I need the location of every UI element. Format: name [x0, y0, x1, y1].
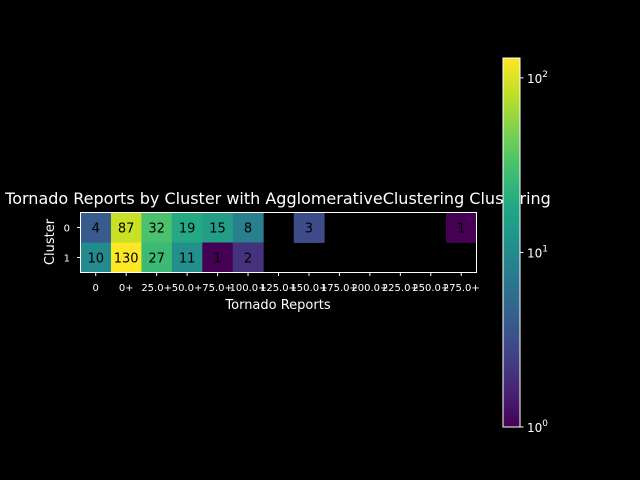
- cell-value-label: 3: [305, 222, 313, 237]
- x-tick-label: 175.0+: [321, 283, 358, 294]
- x-tick-label: 150.0+: [290, 283, 327, 294]
- x-axis-ticks: 0 0+ 25.0+ 50.0+ 75.0+100.0+125.0+150.0+175.…: [93, 272, 480, 294]
- x-tick-label: 225.0+: [382, 283, 419, 294]
- x-tick-label: 0+: [119, 283, 134, 294]
- heatmap-cells: [80, 212, 477, 273]
- cell-value-label: 11: [179, 252, 196, 267]
- cell-value-label: 4: [92, 222, 100, 237]
- heatmap-cell: [141, 242, 173, 273]
- x-tick-label: 100.0+: [230, 283, 267, 294]
- heatmap-cell: [110, 242, 142, 273]
- heatmap-cell: [293, 212, 325, 243]
- cell-value-label: 87: [118, 222, 135, 237]
- x-tick-label: 250.0+: [412, 283, 449, 294]
- cell-value-label: 1: [213, 252, 221, 267]
- cell-value-label: 1: [457, 222, 465, 237]
- x-axis-label: Tornado Reports: [224, 298, 330, 313]
- cell-value-label: 32: [148, 222, 165, 237]
- cell-value-label: 10: [87, 252, 104, 267]
- x-tick-label: 200.0+: [351, 283, 388, 294]
- x-tick-label: 0: [93, 283, 99, 294]
- cell-value-label: 8: [244, 222, 252, 237]
- colorbar: [502, 57, 521, 428]
- colorbar-ticks: 100 101 102: [520, 70, 548, 435]
- heatmap-cell: [171, 212, 203, 243]
- colorbar-tick-label: 101: [527, 244, 548, 260]
- cell-value-label: 27: [148, 252, 165, 267]
- x-tick-label: 25.0+: [141, 283, 172, 294]
- cell-value-label: 15: [209, 222, 226, 237]
- colorbar-tick-label: 100: [527, 419, 548, 435]
- heatmap-cell: [110, 212, 142, 243]
- chart-title: Tornado Reports by Cluster with Agglomer…: [4, 189, 551, 208]
- heatmap-cell: [446, 212, 477, 243]
- x-tick-label: 50.0+: [172, 283, 203, 294]
- x-tick-label: 275.0+: [443, 283, 480, 294]
- heatmap-cell: [232, 242, 264, 273]
- y-axis-label: Cluster: [43, 218, 58, 265]
- colorbar-tick-label: 102: [527, 70, 548, 86]
- y-axis-ticks: 01: [64, 224, 81, 265]
- cell-value-label: 19: [179, 222, 196, 237]
- cell-value-label: 130: [114, 252, 139, 267]
- y-tick-label: 1: [64, 254, 70, 265]
- heatmap-cell: [202, 212, 234, 243]
- heatmap-cell: [171, 242, 203, 273]
- heatmap-cell: [202, 242, 234, 273]
- x-tick-label: 125.0+: [260, 283, 297, 294]
- heatmap-cell-labels: 4 87 32 19 15 8 3 110 130 27 11 1 2: [87, 222, 465, 267]
- heatmap-cell: [232, 212, 264, 243]
- heatmap-cell: [80, 212, 112, 243]
- heatmap-cell: [80, 242, 112, 273]
- heatmap-cell: [141, 212, 173, 243]
- x-tick-label: 75.0+: [202, 283, 233, 294]
- cell-value-label: 2: [244, 252, 252, 267]
- y-tick-label: 0: [64, 224, 70, 235]
